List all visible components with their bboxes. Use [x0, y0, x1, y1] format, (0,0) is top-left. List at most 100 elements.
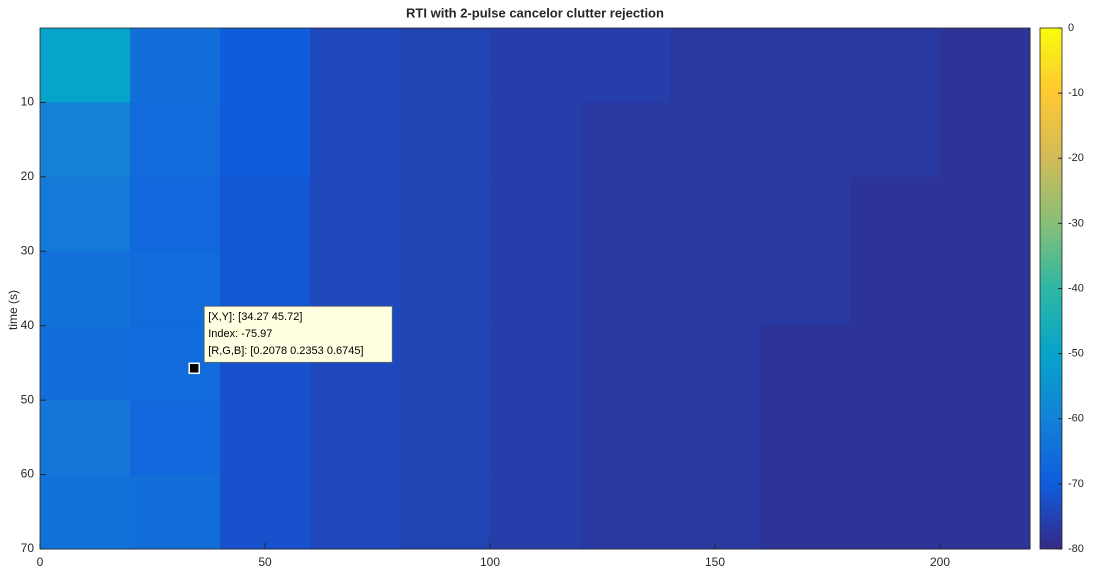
heatmap-cell	[400, 475, 491, 550]
y-tick-label: 50	[21, 392, 35, 406]
heatmap-cell	[220, 400, 311, 475]
heatmap-cell	[400, 102, 491, 177]
heatmap-cell	[670, 251, 761, 326]
heatmap-cell	[310, 475, 401, 550]
heatmap-cell	[220, 475, 311, 550]
heatmap-cell	[400, 251, 491, 326]
chart: RTI with 2-pulse cancelor clutter reject…	[0, 0, 1097, 574]
x-tick-label: 100	[480, 555, 500, 569]
heatmap-cell	[670, 475, 761, 550]
heatmap-cell	[580, 251, 671, 326]
y-tick-label: 20	[21, 169, 35, 183]
heatmap-cell	[850, 28, 941, 103]
colorbar-tick-label: -70	[1068, 478, 1084, 490]
colorbar-tick-label: -40	[1068, 282, 1084, 294]
heatmap	[40, 28, 1031, 550]
heatmap-cell	[580, 326, 671, 401]
heatmap-cell	[400, 400, 491, 475]
heatmap-cell	[310, 177, 401, 252]
heatmap-cell	[580, 475, 671, 550]
heatmap-cell	[940, 102, 1031, 177]
heatmap-cell	[310, 28, 401, 103]
colorbar-tick-label: -30	[1068, 217, 1084, 229]
heatmap-cell	[940, 28, 1031, 103]
heatmap-cell	[490, 177, 581, 252]
heatmap-cell	[760, 326, 851, 401]
heatmap-cell	[850, 102, 941, 177]
y-axis-label: time (s)	[6, 290, 20, 330]
heatmap-cell	[490, 475, 581, 550]
chart-title: RTI with 2-pulse cancelor clutter reject…	[406, 5, 664, 20]
colorbar-tick-label: -80	[1068, 543, 1084, 555]
heatmap-cell	[670, 177, 761, 252]
heatmap-cell	[940, 475, 1031, 550]
datatip-marker[interactable]	[189, 363, 199, 373]
heatmap-cell	[940, 251, 1031, 326]
heatmap-cell	[40, 102, 131, 177]
heatmap-cell	[220, 28, 311, 103]
heatmap-cell	[40, 251, 131, 326]
heatmap-cell	[490, 28, 581, 103]
colorbar-tick-label: -50	[1068, 348, 1084, 360]
heatmap-cell	[40, 326, 131, 401]
heatmap-cell	[40, 400, 131, 475]
y-tick-label: 30	[21, 243, 35, 257]
heatmap-cell	[130, 475, 221, 550]
heatmap-cell	[490, 102, 581, 177]
colorbar-tick-label: -20	[1068, 152, 1084, 164]
y-tick-label: 60	[21, 467, 35, 481]
heatmap-cell	[850, 177, 941, 252]
heatmap-cell	[220, 102, 311, 177]
heatmap-cell	[400, 28, 491, 103]
heatmap-cell	[580, 28, 671, 103]
y-tick-label: 10	[21, 95, 35, 109]
heatmap-cell	[130, 400, 221, 475]
heatmap-cell	[940, 177, 1031, 252]
heatmap-cell	[580, 177, 671, 252]
heatmap-cell	[670, 28, 761, 103]
y-tick-label: 40	[21, 318, 35, 332]
heatmap-cell	[760, 475, 851, 550]
x-tick-label: 150	[705, 555, 725, 569]
heatmap-cell	[850, 400, 941, 475]
heatmap-cell	[760, 177, 851, 252]
datatip-text: [X,Y]: [34.27 45.72]	[208, 311, 302, 323]
heatmap-cell	[220, 177, 311, 252]
datatip-text: Index: -75.97	[208, 328, 272, 340]
x-tick-label: 50	[258, 555, 272, 569]
heatmap-cell	[490, 400, 581, 475]
heatmap-cell	[850, 326, 941, 401]
colorbar-tick-label: -10	[1068, 87, 1084, 99]
x-tick-label: 200	[930, 555, 950, 569]
heatmap-cell	[940, 326, 1031, 401]
heatmap-cell	[850, 475, 941, 550]
heatmap-cell	[760, 102, 851, 177]
colorbar-tick-label: -60	[1068, 413, 1084, 425]
heatmap-cell	[40, 177, 131, 252]
heatmap-cell	[940, 400, 1031, 475]
colorbar-tick-label: 0	[1068, 22, 1074, 34]
heatmap-cell	[580, 400, 671, 475]
x-tick-label: 0	[37, 555, 44, 569]
datatip-text: [R,G,B]: [0.2078 0.2353 0.6745]	[208, 345, 363, 357]
heatmap-cell	[130, 177, 221, 252]
heatmap-cell	[310, 400, 401, 475]
heatmap-cell	[400, 177, 491, 252]
heatmap-cell	[400, 326, 491, 401]
heatmap-cell	[40, 28, 131, 103]
y-tick-label: 70	[21, 541, 35, 555]
heatmap-cell	[670, 326, 761, 401]
heatmap-cell	[760, 400, 851, 475]
heatmap-cell	[760, 251, 851, 326]
heatmap-cell	[670, 400, 761, 475]
heatmap-cell	[130, 102, 221, 177]
heatmap-cell	[580, 102, 671, 177]
heatmap-cell	[760, 28, 851, 103]
heatmap-cell	[490, 326, 581, 401]
heatmap-cell	[850, 251, 941, 326]
heatmap-cell	[40, 475, 131, 550]
heatmap-cell	[490, 251, 581, 326]
heatmap-cell	[310, 102, 401, 177]
heatmap-cell	[670, 102, 761, 177]
heatmap-cell	[130, 28, 221, 103]
